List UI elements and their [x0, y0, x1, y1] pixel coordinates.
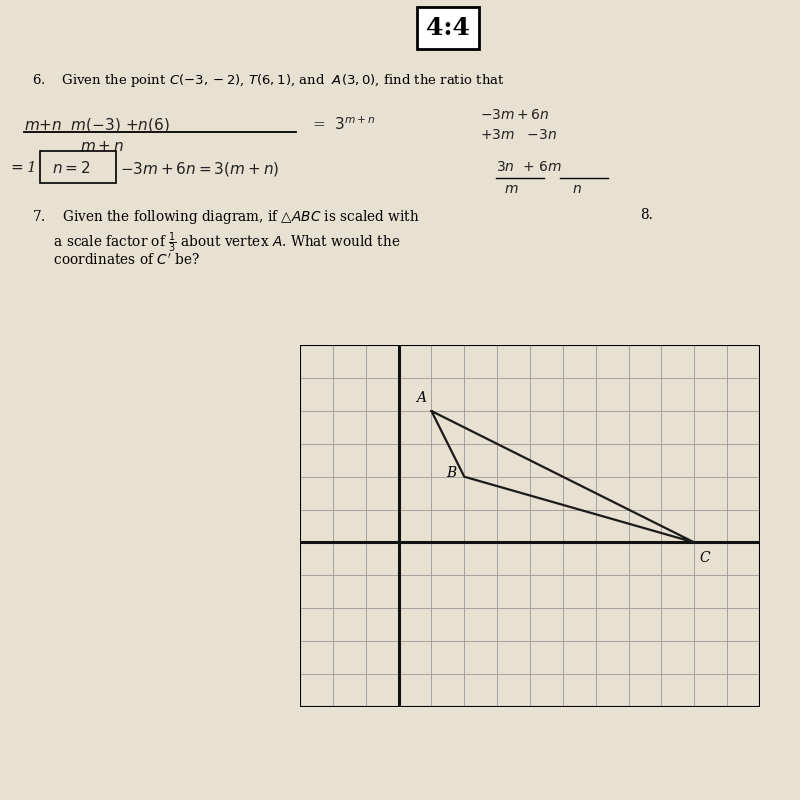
Text: $-3m + 6n = 3(m+n)$: $-3m + 6n = 3(m+n)$ [120, 160, 279, 178]
Text: $m$$+$$n$  $m(-3)$ $+n(6)$: $m$$+$$n$ $m(-3)$ $+n(6)$ [24, 116, 170, 134]
Text: $=$1: $=$1 [8, 160, 35, 175]
Text: A: A [417, 391, 426, 405]
Text: $m$: $m$ [504, 182, 518, 196]
Text: $n=2$: $n=2$ [52, 160, 90, 176]
Text: 7.    Given the following diagram, if $△ABC$ is scaled with: 7. Given the following diagram, if $△ABC… [32, 208, 420, 226]
Text: coordinates of $C'$ be?: coordinates of $C'$ be? [32, 253, 200, 268]
Text: 8.: 8. [640, 208, 653, 222]
Text: $m+n$: $m+n$ [80, 140, 124, 154]
Text: $+3m$   $-3n$: $+3m$ $-3n$ [480, 128, 558, 142]
Text: =  $3^{m+n}$: = $3^{m+n}$ [312, 116, 376, 134]
Text: a scale factor of $\frac{1}{3}$ about vertex $A$. What would the: a scale factor of $\frac{1}{3}$ about ve… [32, 230, 400, 254]
Text: 4:4: 4:4 [426, 16, 470, 40]
Text: $3n$  $+$ $6m$: $3n$ $+$ $6m$ [496, 160, 562, 174]
Text: B: B [446, 466, 456, 481]
Text: $n$: $n$ [572, 182, 582, 196]
Text: $-3m+6n$: $-3m+6n$ [480, 108, 550, 122]
Text: C: C [699, 550, 710, 565]
Text: 6.    Given the point $C(-3,-2)$, $T(6,1)$, and  $A(3,0)$, find the ratio that: 6. Given the point $C(-3,-2)$, $T(6,1)$,… [32, 72, 505, 89]
